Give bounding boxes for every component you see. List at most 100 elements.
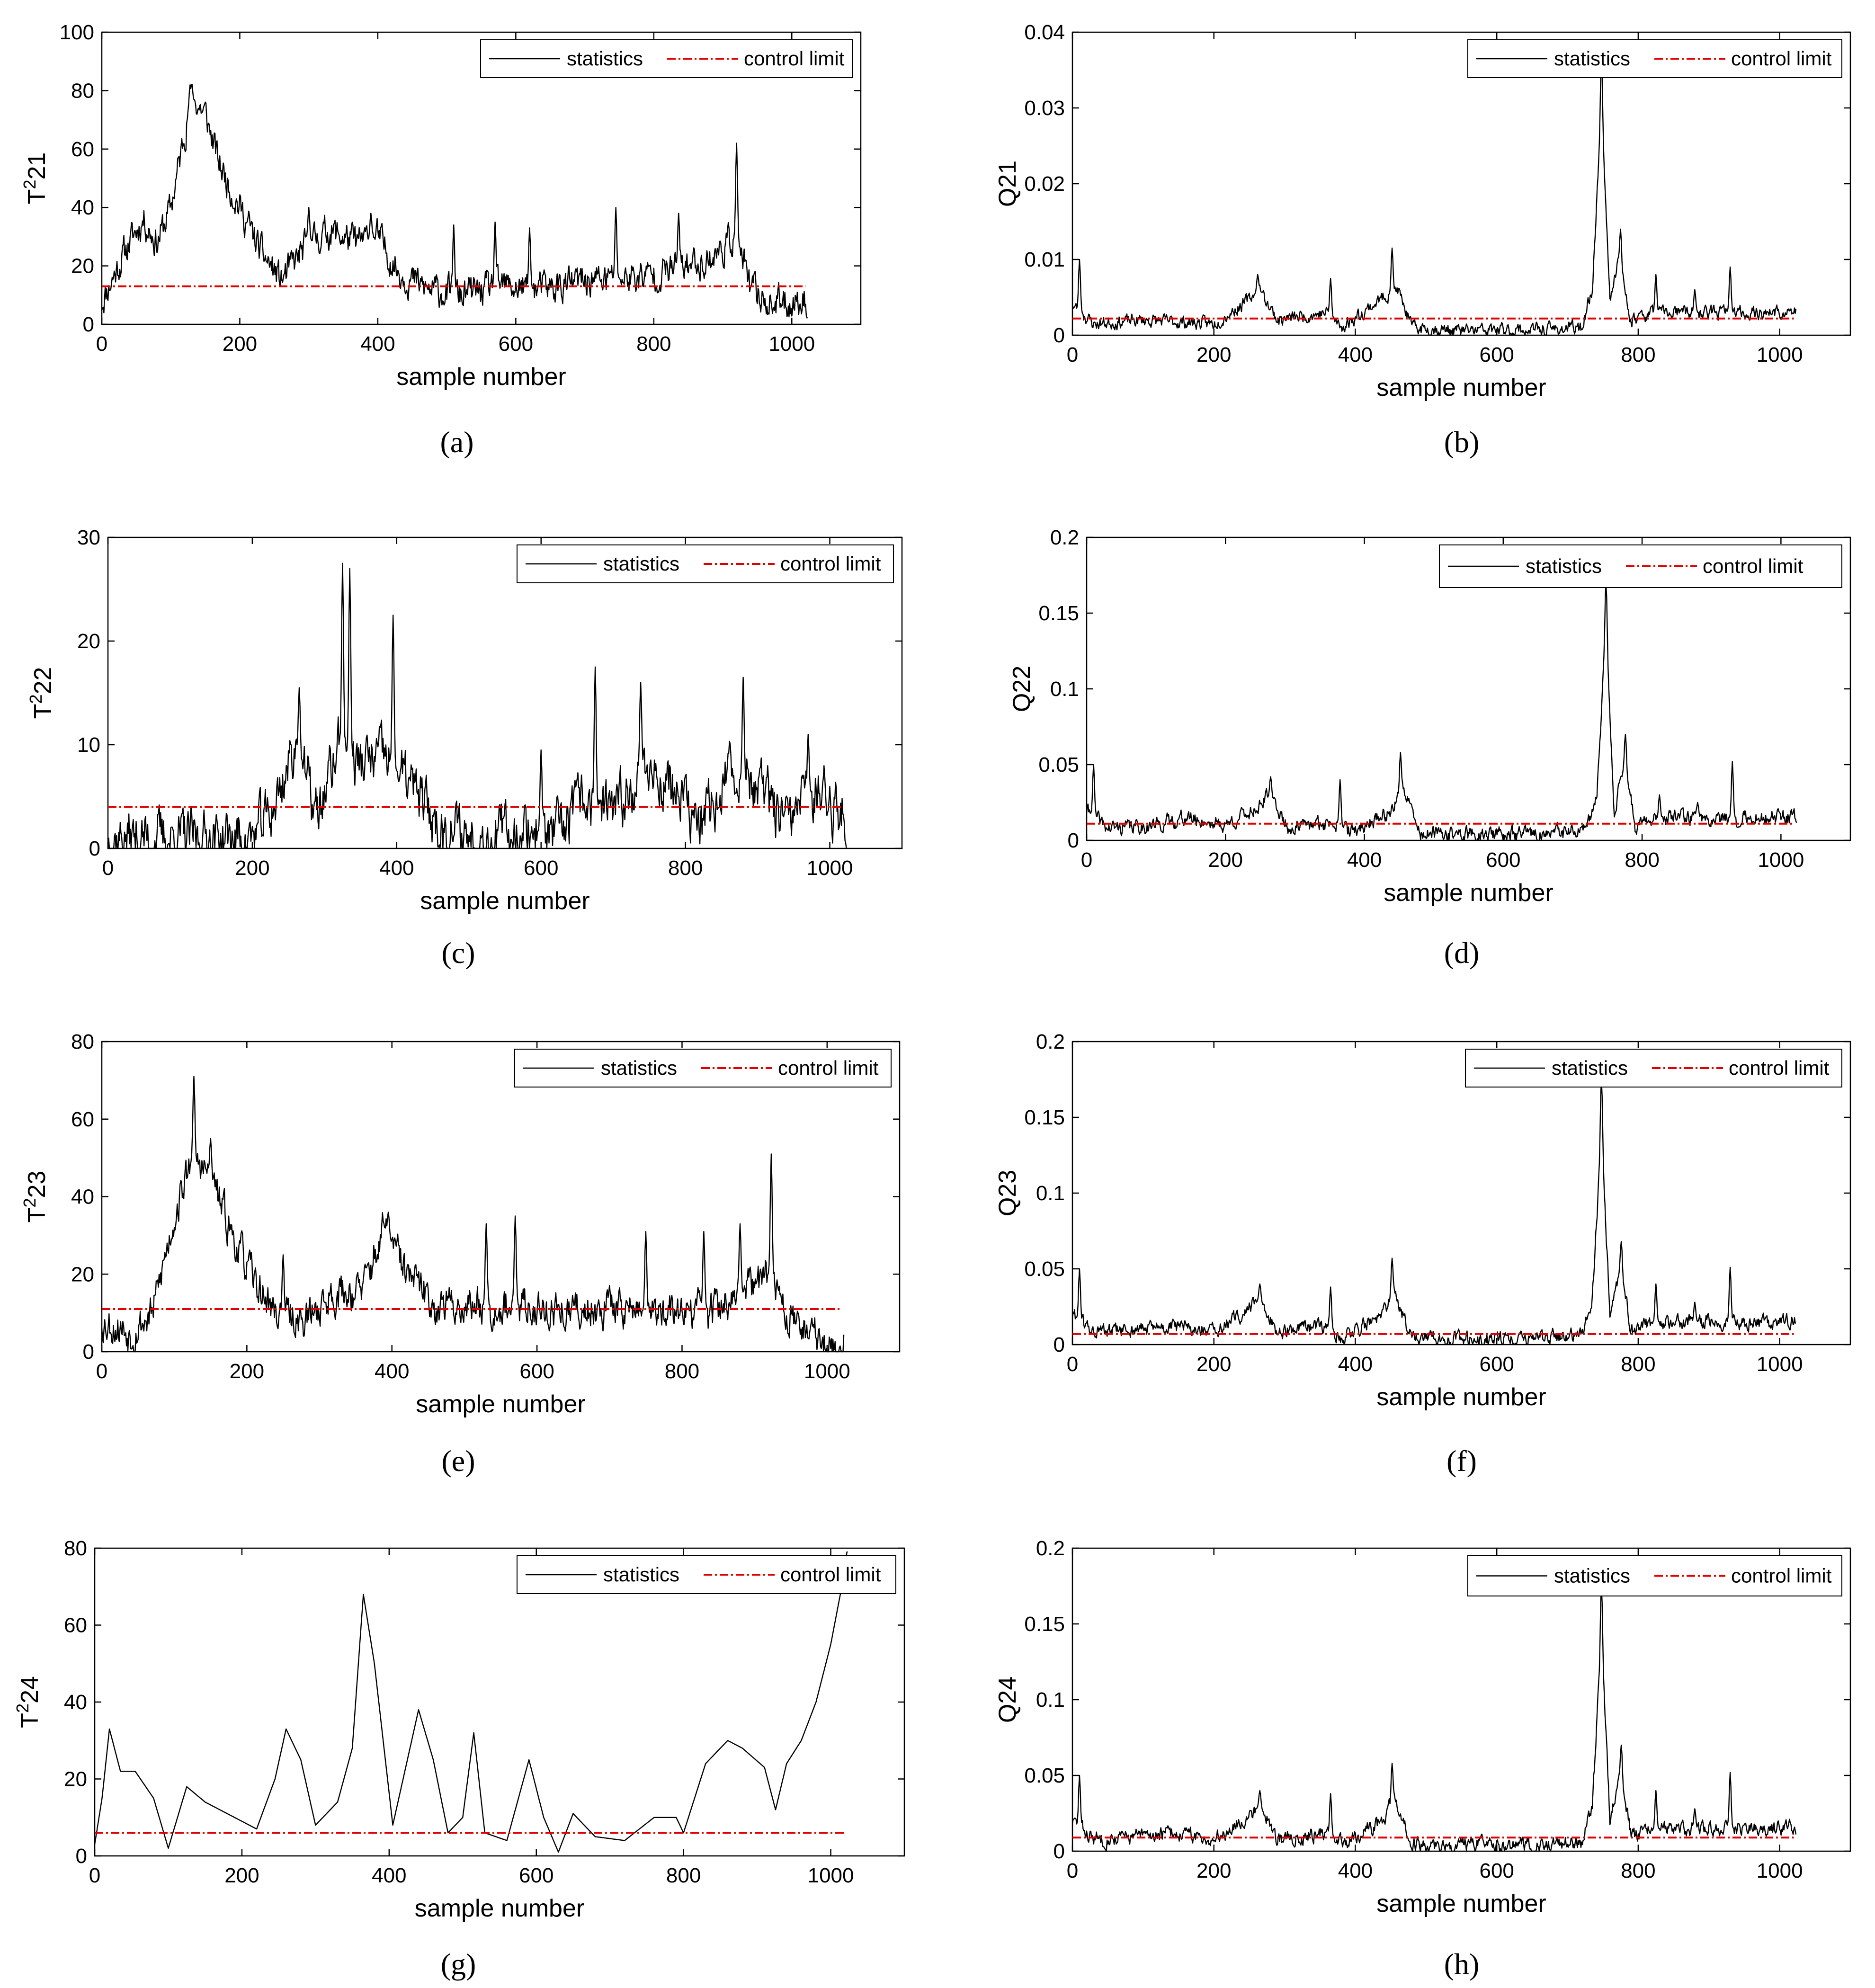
y-tick-label: 20 [64, 1768, 87, 1791]
panel-b: 0 200 400 600 800 1000 0 0.01 0.02 0.03 0.04 sample… [994, 21, 1851, 459]
x-axis-label: sample number [1376, 374, 1546, 401]
y-tick-label: 0.05 [1024, 1764, 1065, 1787]
y-tick-label: 0.05 [1024, 1257, 1065, 1281]
statistics-line [94, 1551, 848, 1853]
x-tick-label: 600 [1479, 343, 1514, 366]
y-tick-label: 0 [89, 837, 100, 860]
legend: statistics control limit [1467, 39, 1842, 78]
x-axis-label: sample number [415, 1895, 584, 1922]
legend-limit-label: control limit [1703, 555, 1804, 577]
y-tick-label: 0 [76, 1845, 87, 1868]
axes-box [1071, 31, 1851, 336]
legend-limit-label: control limit [1731, 47, 1832, 70]
x-tick-label: 0 [1067, 343, 1078, 366]
y-tick-label: 0.1 [1036, 1688, 1065, 1712]
y-tick-label: 0.05 [1038, 753, 1079, 776]
y-tick-label: 40 [71, 196, 94, 219]
x-axis-label: sample number [1376, 1383, 1546, 1411]
y-tick-label: 0.04 [1024, 21, 1065, 44]
legend: statistics control limit [514, 1049, 892, 1088]
x-axis-label: sample number [1384, 879, 1553, 907]
legend-statistics-label: statistics [603, 553, 679, 575]
legend-statistics-label: statistics [601, 1057, 677, 1079]
y-tick-label: 0.03 [1024, 97, 1065, 120]
y-axis-label-sup: 2 [20, 1198, 39, 1208]
x-tick-label: 800 [666, 1864, 701, 1887]
y-tick-label: 60 [71, 1108, 94, 1131]
y-axis-label-main: Q21 [994, 160, 1021, 207]
y-tick-label: 40 [71, 1186, 94, 1209]
y-axis-label: Q24 [994, 1676, 1021, 1723]
x-tick-label: 600 [1479, 1859, 1514, 1882]
x-tick-label: 0 [89, 1864, 100, 1887]
x-tick-label: 0 [1081, 848, 1092, 872]
legend-statistics-label: statistics [1554, 47, 1630, 70]
legend: statistics control limit [1439, 544, 1842, 588]
x-tick-label: 200 [223, 332, 257, 356]
x-tick-label: 800 [1621, 343, 1655, 366]
x-tick-label: 800 [1621, 1353, 1655, 1376]
legend-limit-label: control limit [1731, 1565, 1832, 1587]
x-tick-label: 0 [1067, 1353, 1078, 1376]
y-tick-label: 0.2 [1050, 526, 1079, 549]
x-tick-label: 200 [224, 1864, 259, 1887]
legend-limit-label: control limit [778, 1057, 879, 1079]
y-tick-label: 20 [71, 1263, 94, 1286]
y-tick-label: 0 [1054, 1840, 1065, 1863]
statistics-line [1072, 62, 1797, 336]
y-axis-label-main: T [16, 1713, 44, 1728]
axes-box [101, 31, 862, 325]
x-tick-label: 1000 [1757, 1859, 1803, 1882]
y-axis-label-main: Q22 [1008, 666, 1036, 712]
y-tick-label: 0.02 [1024, 172, 1065, 196]
x-tick-label: 0 [102, 856, 114, 880]
x-tick-label: 200 [1196, 1859, 1231, 1882]
y-tick-label: 0 [1068, 829, 1079, 852]
y-tick-label: 0.1 [1050, 678, 1079, 701]
legend-statistics-label: statistics [567, 47, 643, 70]
legend-statistics-label: statistics [1554, 1565, 1630, 1587]
x-tick-label: 1000 [1757, 1353, 1803, 1376]
y-axis-label: Q23 [994, 1170, 1021, 1216]
x-tick-label: 0 [96, 332, 107, 356]
axes-box [1071, 1547, 1851, 1852]
y-axis-label: T221 [20, 152, 51, 205]
y-tick-label: 10 [77, 733, 100, 757]
statistics-line [101, 84, 808, 319]
statistics-line [107, 562, 847, 849]
x-tick-label: 1000 [768, 332, 815, 356]
x-tick-label: 600 [1486, 848, 1520, 872]
x-tick-label: 400 [1338, 1353, 1373, 1376]
x-tick-label: 400 [1347, 848, 1382, 872]
y-axis-label-sub: 22 [29, 667, 57, 695]
x-tick-label: 1000 [807, 856, 853, 880]
legend-statistics-label: statistics [1526, 555, 1602, 577]
x-tick-label: 400 [360, 332, 395, 356]
y-tick-label: 0 [1054, 324, 1065, 347]
x-tick-label: 200 [230, 1360, 264, 1383]
y-tick-label: 0 [1054, 1333, 1065, 1356]
legend: statistics control limit [517, 544, 894, 583]
y-axis-label-main: T [29, 704, 57, 719]
x-tick-label: 400 [372, 1864, 406, 1887]
panel-caption: (d) [1444, 936, 1480, 970]
y-axis-label-sup: 2 [26, 695, 45, 704]
y-axis-label-sup: 2 [20, 180, 39, 189]
panel-caption: (b) [1444, 425, 1480, 459]
statistics-line [101, 1076, 845, 1353]
panel-caption: (h) [1444, 1947, 1480, 1981]
y-tick-label: 20 [77, 630, 100, 653]
x-tick-label: 800 [636, 332, 671, 356]
y-axis-label-main: Q24 [994, 1676, 1021, 1723]
y-tick-label: 0.2 [1036, 1030, 1065, 1053]
y-tick-label: 0.01 [1024, 248, 1065, 271]
x-tick-label: 600 [519, 1360, 554, 1383]
x-tick-label: 1000 [1757, 343, 1803, 366]
y-tick-label: 60 [71, 138, 94, 161]
y-tick-label: 40 [64, 1691, 87, 1714]
legend-statistics-label: statistics [1552, 1057, 1628, 1079]
panel-caption: (c) [441, 936, 475, 970]
x-tick-label: 800 [665, 1360, 699, 1383]
